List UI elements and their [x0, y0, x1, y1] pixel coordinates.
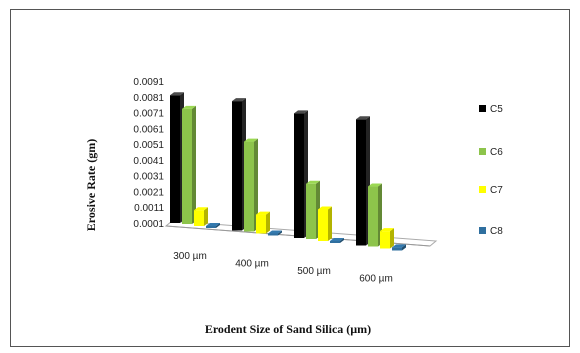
bar-side [254, 138, 258, 232]
bar-c6-4 [368, 183, 382, 247]
bar-top [392, 244, 406, 248]
bar-c5-1 [170, 92, 184, 223]
bar-c7-3 [318, 206, 332, 241]
bar-top [232, 98, 246, 102]
bar-front [392, 247, 402, 251]
bar-top [318, 206, 332, 210]
legend-swatch [479, 227, 486, 234]
bar-c6-1 [182, 105, 196, 224]
bar-side [266, 211, 270, 234]
bar-top [182, 105, 196, 109]
y-tick-label: 0.0031 [133, 172, 164, 183]
y-tick-label: 0.0071 [133, 109, 164, 120]
bar-top [368, 183, 382, 187]
legend-swatch [479, 186, 486, 193]
x-category-label: 300 µm [173, 251, 207, 262]
legend-label: C7 [490, 185, 503, 196]
bar-c8-1 [206, 223, 220, 228]
y-axis-title: Erosive Rate (gm) [84, 139, 98, 231]
legend-item-c5: C5 [479, 104, 503, 115]
bar-c8-3 [330, 238, 344, 243]
y-tick-label: 0.0061 [133, 124, 164, 135]
bar-side [402, 244, 406, 251]
bar-top [206, 223, 220, 226]
bar-side [216, 223, 220, 228]
bar-top [306, 180, 320, 184]
bar-c5-4 [356, 116, 370, 246]
bar-front [256, 214, 266, 234]
bar-front [182, 108, 192, 224]
bar-side [192, 105, 196, 224]
bar-c8-4 [392, 244, 406, 251]
bar-side [328, 206, 332, 241]
legend-item-c6: C6 [479, 147, 503, 158]
x-axis-title: Erodent Size of Sand Silica (µm) [205, 322, 371, 336]
bar-c7-4 [380, 228, 394, 249]
bar-front [170, 95, 180, 223]
bar-front [194, 210, 204, 226]
legend-item-c7: C7 [479, 185, 503, 196]
legend-label: C8 [490, 226, 503, 237]
bar-top [170, 92, 184, 96]
y-tick-label: 0.0021 [133, 187, 164, 198]
legend-item-c8: C8 [479, 226, 503, 237]
bar-front [368, 186, 378, 247]
bar-front [380, 231, 390, 249]
bar-side [278, 230, 282, 236]
bar-top [194, 207, 208, 211]
bar-c8-2 [268, 230, 282, 236]
x-category-label: 500 µm [297, 266, 331, 277]
y-tick-label: 0.0041 [133, 156, 164, 167]
legend-swatch [479, 105, 486, 112]
bar-c6-2 [244, 138, 258, 232]
legend-label: C6 [490, 147, 503, 158]
bar-top [268, 230, 282, 234]
chart-frame [10, 9, 570, 347]
bar-top [380, 228, 394, 232]
bar-top [244, 138, 258, 142]
bar-top [330, 238, 344, 241]
y-tick-label: 0.0051 [133, 140, 164, 151]
bar-front [318, 209, 328, 241]
bar-c7-2 [256, 211, 270, 234]
y-tick-label: 0.0091 [133, 77, 164, 88]
legend-label: C5 [490, 104, 503, 115]
y-tick-label: 0.0081 [133, 93, 164, 104]
bar-front [206, 226, 216, 228]
bar-side [390, 228, 394, 249]
bar-front [306, 183, 316, 239]
bar-side [204, 207, 208, 226]
y-tick-label: 0.0011 [134, 203, 164, 214]
bar-c5-2 [232, 98, 246, 231]
bar-front [268, 233, 278, 236]
bar-front [356, 119, 366, 246]
bar-side [340, 238, 344, 243]
bar-front [330, 241, 340, 243]
legend-swatch [479, 148, 486, 155]
bar-c5-3 [294, 110, 308, 238]
x-category-label: 600 µm [359, 274, 393, 285]
bar-top [256, 211, 270, 215]
bar-top [294, 110, 308, 114]
bar-c7-1 [194, 207, 208, 226]
bar-front [294, 113, 304, 238]
bar-front [232, 101, 242, 231]
y-tick-label: 0.0001 [133, 219, 164, 230]
bar-top [356, 116, 370, 120]
x-category-label: 400 µm [235, 259, 269, 270]
bar-c6-3 [306, 180, 320, 239]
bar-front [244, 141, 254, 232]
